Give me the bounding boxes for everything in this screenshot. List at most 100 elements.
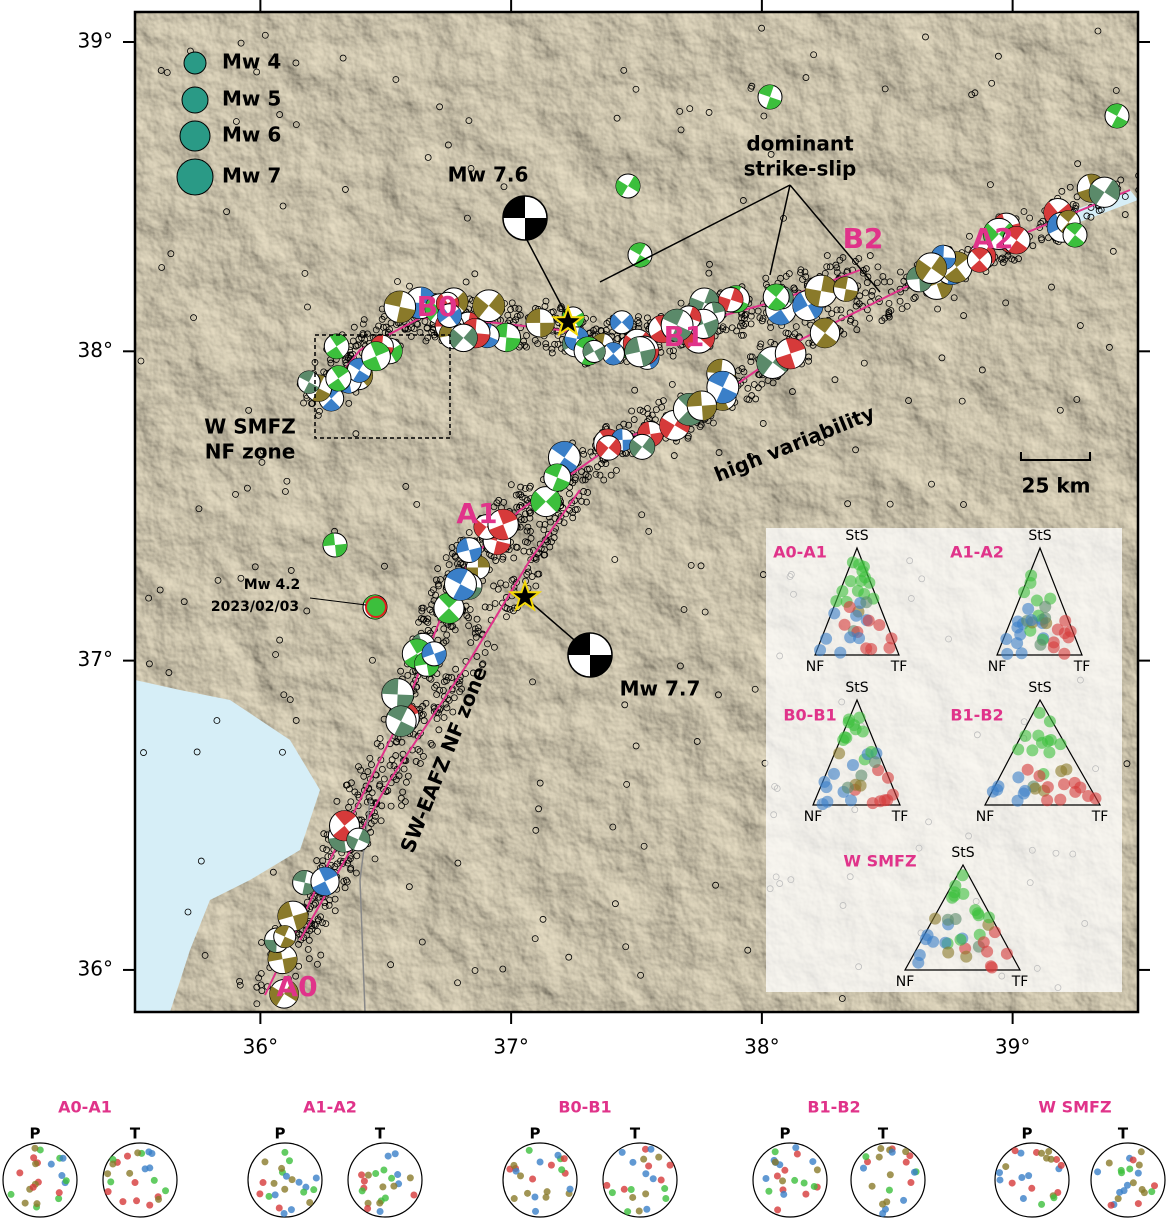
stereonet-point [1018, 1173, 1026, 1181]
event [380, 775, 388, 783]
event [479, 660, 487, 668]
event [399, 788, 407, 796]
beachball-quadrant [708, 371, 730, 388]
stereonet-point [765, 1187, 773, 1195]
stereonet-point [406, 1174, 414, 1182]
event [539, 915, 547, 923]
beachball-quadrant [312, 388, 331, 402]
event [868, 292, 876, 299]
event [560, 519, 568, 527]
stereonet-point [21, 1199, 29, 1207]
event [167, 250, 175, 258]
ternary-point [991, 783, 1004, 796]
event [1087, 213, 1095, 221]
event [523, 527, 531, 535]
event [823, 263, 831, 271]
event [860, 359, 868, 367]
event [401, 798, 409, 806]
stereonet-point [1107, 1201, 1115, 1209]
event [580, 450, 588, 458]
stereonet-axis: T [1118, 1125, 1129, 1143]
stereonet-point [310, 1186, 318, 1194]
ternary-point [913, 949, 926, 962]
event [697, 562, 705, 570]
event [879, 273, 887, 280]
tick-label: 39° [995, 1035, 1030, 1059]
stereonet-axis: P [30, 1125, 41, 1143]
event [158, 264, 166, 271]
ternary-vertex: StS [845, 680, 868, 696]
stereonet-point [32, 1160, 40, 1168]
beachball-quadrant [785, 338, 806, 354]
stereonet-point [123, 1152, 131, 1160]
event [659, 397, 667, 405]
event [1058, 187, 1066, 195]
stereonet-point [793, 1150, 801, 1158]
beachball-quadrant [766, 284, 785, 298]
event [839, 254, 847, 261]
fault-trace [264, 189, 1131, 996]
event [434, 704, 442, 711]
event [638, 511, 646, 519]
event [719, 323, 727, 331]
event [739, 197, 747, 204]
stereonet-point [536, 1158, 544, 1166]
stereonet-point [1129, 1156, 1137, 1164]
beachball-quadrant [776, 353, 796, 369]
event [805, 357, 812, 365]
event [844, 500, 852, 508]
leader [309, 597, 367, 606]
event [541, 546, 548, 554]
ternary-point [844, 631, 857, 644]
event [454, 979, 461, 987]
event [999, 259, 1007, 266]
event [628, 407, 636, 415]
event [693, 738, 701, 745]
event [754, 307, 762, 315]
event [428, 741, 436, 749]
event [431, 684, 439, 691]
ternary-point [853, 632, 866, 645]
stereonet-point [282, 1172, 290, 1180]
stereonet-point [996, 1176, 1004, 1184]
stereonet-point [885, 1186, 893, 1194]
event [905, 397, 912, 404]
event [302, 926, 310, 934]
beachball-quadrant [282, 956, 298, 974]
event [532, 826, 540, 834]
event [454, 859, 462, 867]
event [630, 416, 638, 423]
event [303, 607, 311, 615]
stereonet-point [642, 1190, 650, 1198]
stereonet-point [62, 1177, 70, 1185]
event [529, 678, 536, 686]
stereonet-point [55, 1189, 63, 1197]
event [789, 388, 796, 395]
stereonet-point [1116, 1188, 1124, 1196]
event [140, 749, 147, 756]
annotation: Mw 7.7 [620, 677, 701, 701]
event [377, 742, 385, 750]
stereonet-axis: T [630, 1125, 641, 1143]
stereonet-axis: P [530, 1125, 541, 1143]
stereonet-point [1057, 1161, 1065, 1169]
legend-symbol [181, 86, 209, 114]
stereonet-point [510, 1195, 518, 1203]
event [368, 789, 376, 797]
ternary-point [1011, 621, 1024, 634]
beachball-quadrant [322, 398, 341, 411]
ternary-point [1054, 738, 1067, 751]
event [886, 500, 894, 508]
event [392, 76, 400, 83]
event [840, 330, 848, 338]
scale-label: 25 km [1022, 474, 1091, 498]
stereonet-point [288, 1176, 296, 1184]
event [317, 913, 324, 921]
ternary-point [881, 771, 894, 784]
stereonet-point [261, 1158, 269, 1166]
beachball-quadrant [711, 302, 725, 314]
event [747, 84, 755, 92]
event [622, 943, 630, 951]
event [350, 323, 358, 331]
beachball-quadrant [488, 524, 509, 540]
